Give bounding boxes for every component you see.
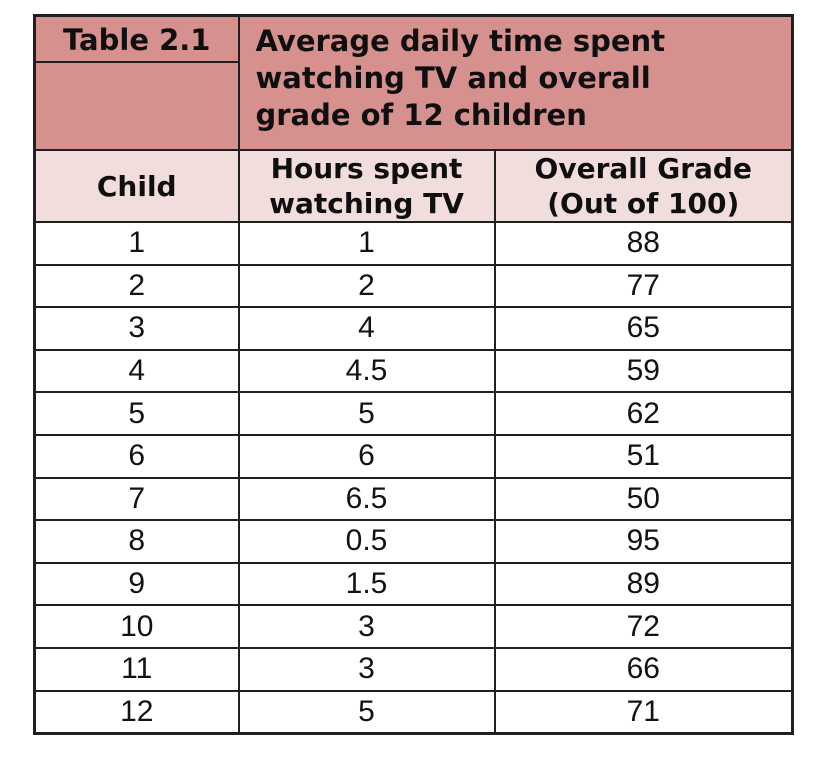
cell-child: 5 xyxy=(33,391,240,436)
cell-hours: 6.5 xyxy=(237,476,496,522)
cell-grade: 59 xyxy=(493,348,794,394)
table-row: 5 5 62 xyxy=(33,391,794,436)
cell-grade: 71 xyxy=(493,689,794,735)
cell-child: 3 xyxy=(33,306,240,351)
table-row: 2 2 77 xyxy=(33,263,794,309)
column-header-hours: Hours spent watching TV xyxy=(237,149,496,223)
table-row: 8 0.5 95 xyxy=(33,519,794,564)
cell-grade: 62 xyxy=(493,391,794,436)
cell-grade: 50 xyxy=(493,476,794,522)
table-label-spacer xyxy=(33,61,240,151)
table-container: Table 2.1 Average daily time spent watch… xyxy=(33,14,795,736)
cell-grade: 51 xyxy=(493,433,794,479)
table-row: 9 1.5 89 xyxy=(33,561,794,607)
table-row: 12 5 71 xyxy=(33,689,794,735)
cell-hours: 4 xyxy=(237,306,496,351)
cell-hours: 1.5 xyxy=(237,561,496,607)
cell-child: 6 xyxy=(33,433,240,479)
cell-grade: 66 xyxy=(493,646,794,692)
column-header-grade: Overall Grade (Out of 100) xyxy=(493,149,794,223)
cell-grade: 89 xyxy=(493,561,794,607)
table-row: 7 6.5 50 xyxy=(33,476,794,522)
data-table: Table 2.1 Average daily time spent watch… xyxy=(33,14,795,736)
cell-child: 7 xyxy=(33,476,240,522)
table-label-cell: Table 2.1 xyxy=(33,14,240,63)
cell-hours: 3 xyxy=(237,604,496,649)
cell-child: 2 xyxy=(33,263,240,309)
cell-child: 8 xyxy=(33,519,240,564)
cell-hours: 6 xyxy=(237,433,496,479)
cell-child: 10 xyxy=(33,604,240,649)
column-header-child: Child xyxy=(33,149,240,223)
cell-child: 1 xyxy=(33,221,240,266)
cell-grade: 88 xyxy=(493,221,794,266)
cell-hours: 4.5 xyxy=(237,348,496,394)
cell-child: 4 xyxy=(33,348,240,394)
cell-hours: 5 xyxy=(237,689,496,735)
table-row: 4 4.5 59 xyxy=(33,348,794,394)
cell-hours: 0.5 xyxy=(237,519,496,564)
cell-child: 9 xyxy=(33,561,240,607)
cell-child: 11 xyxy=(33,646,240,692)
table-caption-spacer-row xyxy=(33,61,793,151)
cell-grade: 72 xyxy=(493,604,794,649)
cell-grade: 65 xyxy=(493,306,794,351)
table-row: 10 3 72 xyxy=(33,604,794,649)
cell-grade: 95 xyxy=(493,519,794,564)
table-row: 6 6 51 xyxy=(33,433,794,479)
table-row: 1 1 88 xyxy=(33,221,794,266)
cell-grade: 77 xyxy=(493,263,794,309)
table-row: 3 4 65 xyxy=(33,306,794,351)
cell-child: 12 xyxy=(33,689,240,735)
cell-hours: 2 xyxy=(237,263,496,309)
table-caption-row: Table 2.1 Average daily time spent watch… xyxy=(33,14,794,151)
table-row: 11 3 66 xyxy=(33,646,794,692)
column-header-row: Child Hours spent watching TV Overall Gr… xyxy=(33,149,794,223)
cell-hours: 3 xyxy=(237,646,496,692)
cell-hours: 1 xyxy=(237,221,496,266)
table-title-cell: Average daily time spent watching TV and… xyxy=(237,14,794,151)
cell-hours: 5 xyxy=(237,391,496,436)
